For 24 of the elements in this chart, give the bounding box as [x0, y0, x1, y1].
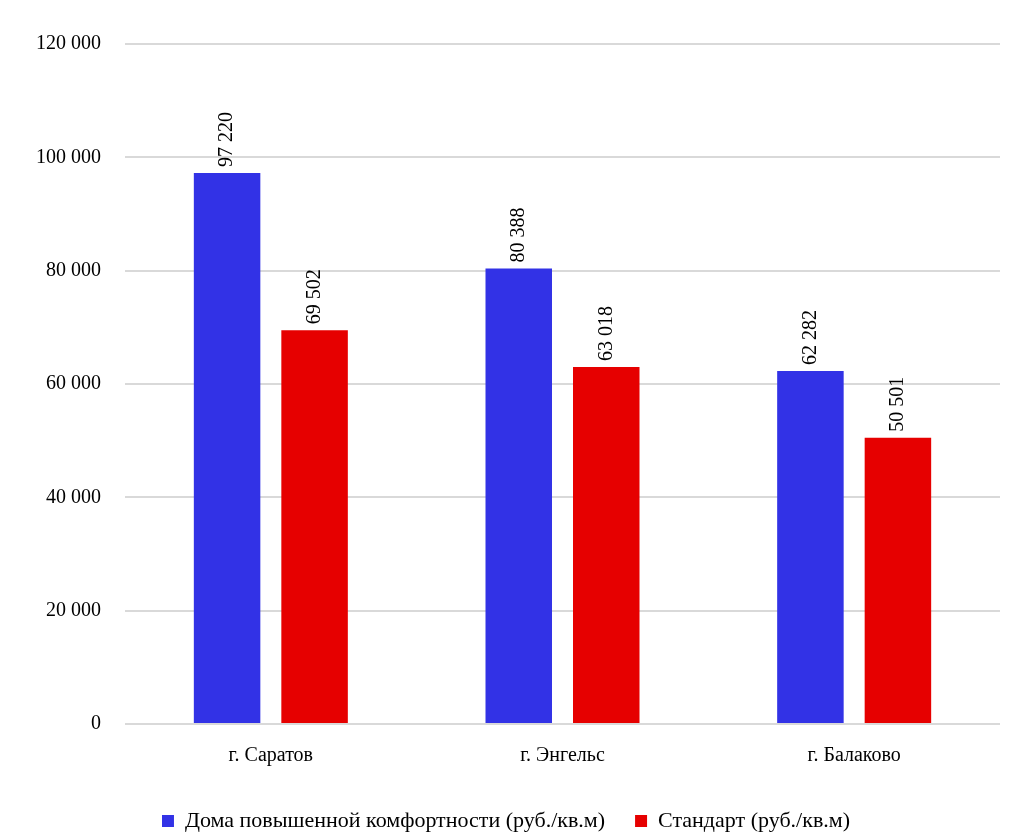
bar — [864, 437, 932, 723]
y-tick-label: 20 000 — [46, 597, 101, 620]
bar — [485, 268, 552, 723]
y-tick-label: 80 000 — [46, 257, 101, 280]
x-tick-label: г. Энгельс — [520, 743, 605, 766]
y-tick-label: 0 — [91, 711, 101, 734]
bar — [573, 366, 640, 723]
y-tick-label: 120 000 — [36, 31, 101, 54]
data-label: 50 501 — [885, 376, 908, 432]
data-label: 63 018 — [593, 305, 616, 361]
y-tick-label: 100 000 — [36, 144, 101, 167]
y-tick-label: 60 000 — [46, 371, 101, 394]
data-label: 97 220 — [214, 112, 237, 168]
bar — [193, 173, 261, 723]
bar — [777, 371, 844, 723]
x-tick-label: г. Саратов — [228, 743, 314, 767]
legend-label: Дома повышенной комфортности (руб./кв.м) — [184, 806, 606, 832]
data-label: 80 388 — [506, 207, 528, 263]
x-tick-label: г. Балаково — [807, 743, 901, 766]
data-label: 62 282 — [797, 310, 820, 366]
data-label: 69 502 — [301, 269, 324, 325]
y-tick-label: 40 000 — [46, 484, 101, 507]
bar — [281, 330, 348, 723]
legend-label: Стандарт (руб./кв.м) — [658, 806, 851, 832]
